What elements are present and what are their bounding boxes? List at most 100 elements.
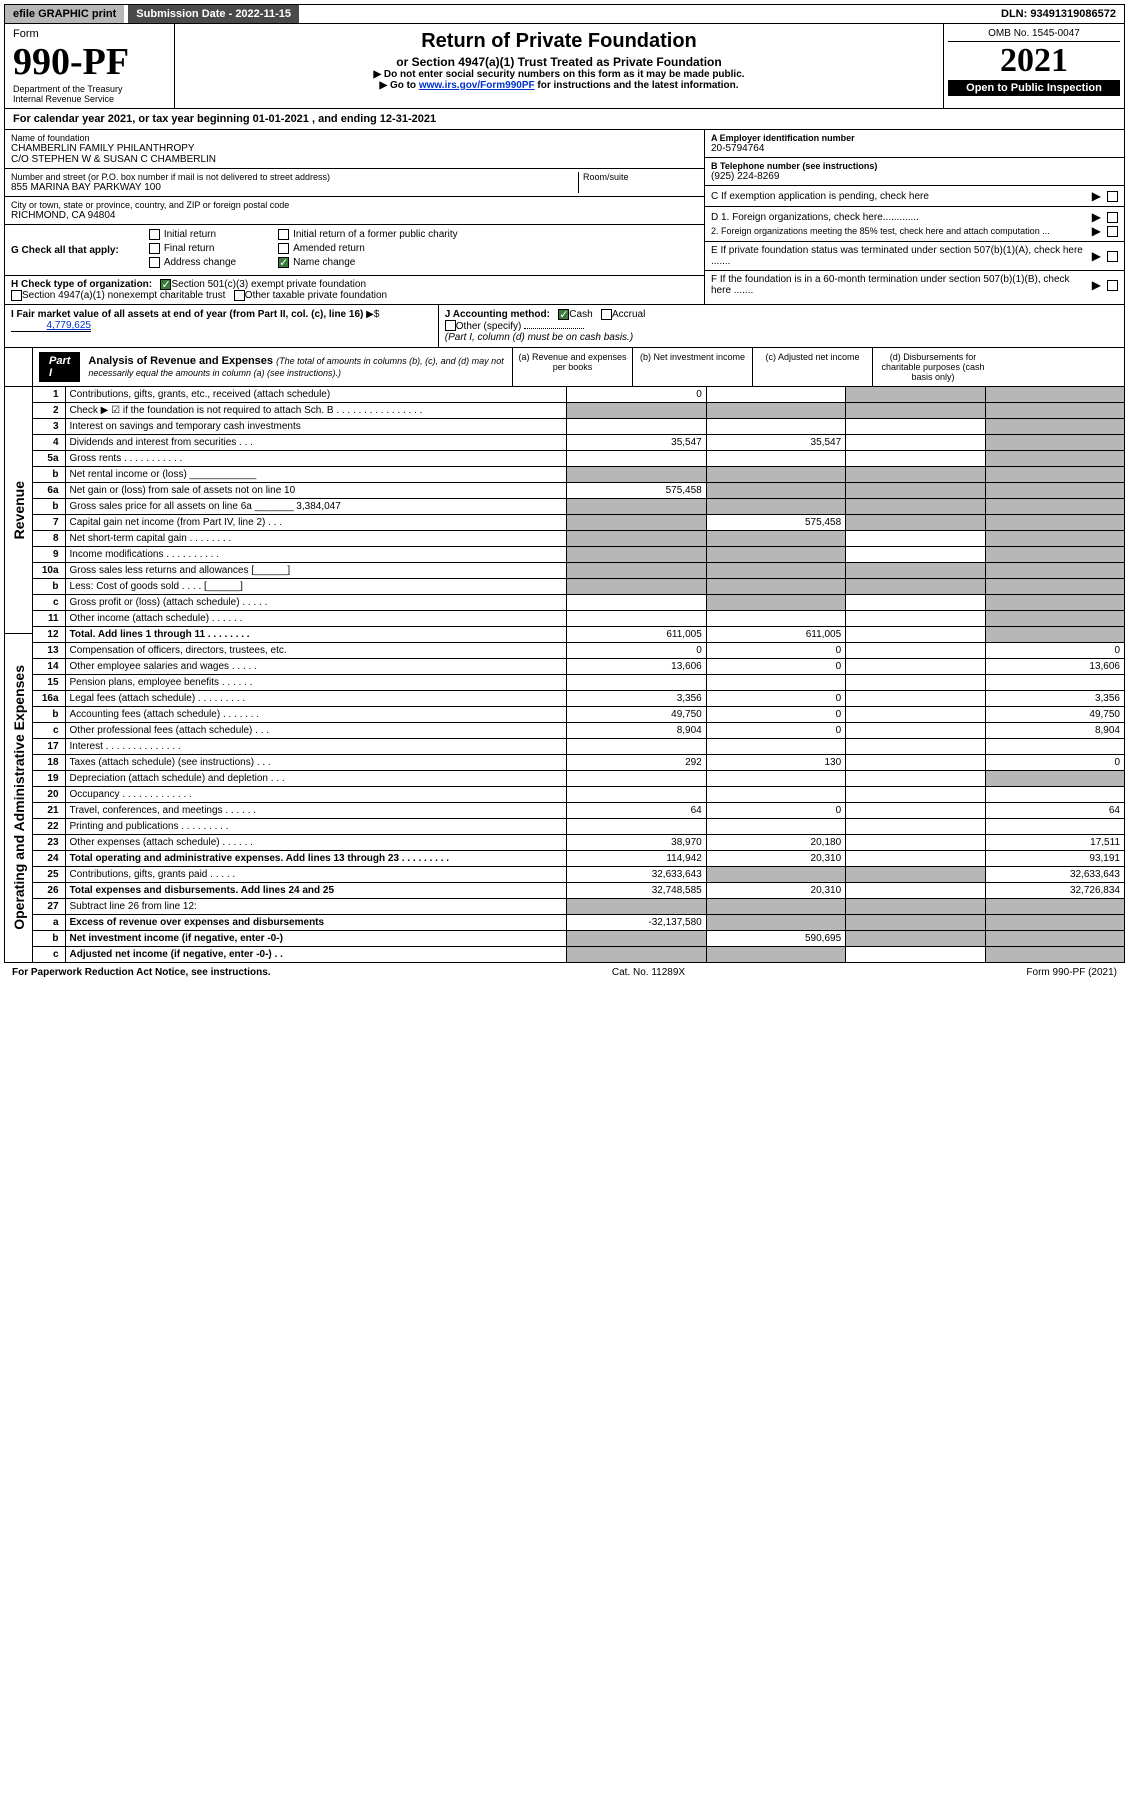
line-value bbox=[985, 770, 1124, 786]
efile-label[interactable]: efile GRAPHIC print bbox=[5, 5, 124, 23]
line-number: 3 bbox=[33, 418, 66, 434]
f-checkbox[interactable] bbox=[1107, 280, 1118, 291]
line-value bbox=[846, 834, 985, 850]
col-b-header: (b) Net investment income bbox=[633, 348, 753, 386]
line-desc: Travel, conferences, and meetings . . . … bbox=[65, 802, 567, 818]
line-value: 0 bbox=[985, 754, 1124, 770]
line-desc: Depreciation (attach schedule) and deple… bbox=[65, 770, 567, 786]
table-row: 26Total expenses and disbursements. Add … bbox=[33, 882, 1125, 898]
line-value bbox=[985, 482, 1124, 498]
table-row: cAdjusted net income (if negative, enter… bbox=[33, 946, 1125, 962]
line-value bbox=[985, 610, 1124, 626]
table-row: bNet rental income or (loss) ___________… bbox=[33, 466, 1125, 482]
table-row: 12Total. Add lines 1 through 11 . . . . … bbox=[33, 626, 1125, 642]
line-value bbox=[846, 914, 985, 930]
e-checkbox[interactable] bbox=[1107, 251, 1118, 262]
line-value bbox=[567, 450, 706, 466]
table-row: bGross sales price for all assets on lin… bbox=[33, 498, 1125, 514]
line-number: 12 bbox=[33, 626, 66, 642]
line-number: 1 bbox=[33, 387, 66, 403]
line-value: 93,191 bbox=[985, 850, 1124, 866]
501c3-label: Section 501(c)(3) exempt private foundat… bbox=[171, 279, 366, 290]
line-number: c bbox=[33, 594, 66, 610]
line-desc: Total expenses and disbursements. Add li… bbox=[65, 882, 567, 898]
other-taxable-checkbox[interactable] bbox=[234, 290, 245, 301]
col-c-header: (c) Adjusted net income bbox=[753, 348, 873, 386]
line-value bbox=[706, 898, 845, 914]
line-desc: Total. Add lines 1 through 11 . . . . . … bbox=[65, 626, 567, 642]
line-number: 16a bbox=[33, 690, 66, 706]
d1-checkbox[interactable] bbox=[1107, 212, 1118, 223]
line-value bbox=[985, 418, 1124, 434]
line-value bbox=[985, 738, 1124, 754]
line-number: 9 bbox=[33, 546, 66, 562]
foundation-city: RICHMOND, CA 94804 bbox=[11, 210, 698, 221]
line-value bbox=[985, 466, 1124, 482]
line-desc: Net gain or (loss) from sale of assets n… bbox=[65, 482, 567, 498]
line-desc: Printing and publications . . . . . . . … bbox=[65, 818, 567, 834]
accrual-checkbox[interactable] bbox=[601, 309, 612, 320]
line-value: 3,356 bbox=[567, 690, 706, 706]
line-value bbox=[985, 578, 1124, 594]
final-return-checkbox[interactable] bbox=[149, 243, 160, 254]
line-value: 0 bbox=[567, 642, 706, 658]
note-post: for instructions and the latest informat… bbox=[535, 80, 739, 91]
form-subtitle: or Section 4947(a)(1) Trust Treated as P… bbox=[181, 55, 937, 69]
line-value: 8,904 bbox=[567, 722, 706, 738]
line-value: 575,458 bbox=[706, 514, 845, 530]
table-row: 20Occupancy . . . . . . . . . . . . . bbox=[33, 786, 1125, 802]
line-number: 15 bbox=[33, 674, 66, 690]
final-return-label: Final return bbox=[164, 243, 215, 254]
initial-former-checkbox[interactable] bbox=[278, 229, 289, 240]
table-row: 13Compensation of officers, directors, t… bbox=[33, 642, 1125, 658]
i-value[interactable]: 4,779,625 bbox=[11, 320, 91, 332]
line-value bbox=[846, 802, 985, 818]
line-value bbox=[567, 530, 706, 546]
line-number: 6a bbox=[33, 482, 66, 498]
line-number: 13 bbox=[33, 642, 66, 658]
omb-number: OMB No. 1545-0047 bbox=[948, 28, 1120, 42]
line-desc: Interest . . . . . . . . . . . . . . bbox=[65, 738, 567, 754]
g-label: G Check all that apply: bbox=[11, 245, 119, 256]
line-number: b bbox=[33, 466, 66, 482]
table-row: 5aGross rents . . . . . . . . . . . bbox=[33, 450, 1125, 466]
line-value: 20,310 bbox=[706, 850, 845, 866]
line-value bbox=[567, 562, 706, 578]
address-change-label: Address change bbox=[164, 257, 236, 268]
line-value bbox=[846, 498, 985, 514]
other-method-label: Other (specify) bbox=[456, 321, 522, 332]
line-value: 13,606 bbox=[985, 658, 1124, 674]
d2-checkbox[interactable] bbox=[1107, 226, 1118, 237]
4947-checkbox[interactable] bbox=[11, 290, 22, 301]
cash-checkbox[interactable] bbox=[558, 309, 569, 320]
line-value: 17,511 bbox=[985, 834, 1124, 850]
e-label: E If private foundation status was termi… bbox=[711, 245, 1086, 267]
table-row: bLess: Cost of goods sold . . . . [_____… bbox=[33, 578, 1125, 594]
line-value bbox=[706, 546, 845, 562]
line-value: 3,356 bbox=[985, 690, 1124, 706]
other-method-checkbox[interactable] bbox=[445, 320, 456, 331]
submission-date: Submission Date - 2022-11-15 bbox=[128, 5, 299, 23]
form990pf-link[interactable]: www.irs.gov/Form990PF bbox=[419, 80, 535, 91]
line-value: 0 bbox=[706, 642, 845, 658]
501c3-checkbox[interactable] bbox=[160, 279, 171, 290]
c-checkbox[interactable] bbox=[1107, 191, 1118, 202]
name-change-checkbox[interactable] bbox=[278, 257, 289, 268]
line-value bbox=[846, 658, 985, 674]
initial-return-checkbox[interactable] bbox=[149, 229, 160, 240]
line-desc: Adjusted net income (if negative, enter … bbox=[65, 946, 567, 962]
line-value bbox=[846, 946, 985, 962]
line-number: 18 bbox=[33, 754, 66, 770]
line-value bbox=[985, 594, 1124, 610]
line-desc: Income modifications . . . . . . . . . . bbox=[65, 546, 567, 562]
line-value bbox=[985, 818, 1124, 834]
line-value bbox=[985, 786, 1124, 802]
expenses-side-label: Operating and Administrative Expenses bbox=[11, 665, 27, 930]
amended-return-checkbox[interactable] bbox=[278, 243, 289, 254]
address-change-checkbox[interactable] bbox=[149, 257, 160, 268]
line-value bbox=[706, 786, 845, 802]
line-value bbox=[846, 418, 985, 434]
line-value bbox=[567, 546, 706, 562]
arrow-icon: ▶ bbox=[1092, 224, 1101, 238]
line-value: 49,750 bbox=[567, 706, 706, 722]
